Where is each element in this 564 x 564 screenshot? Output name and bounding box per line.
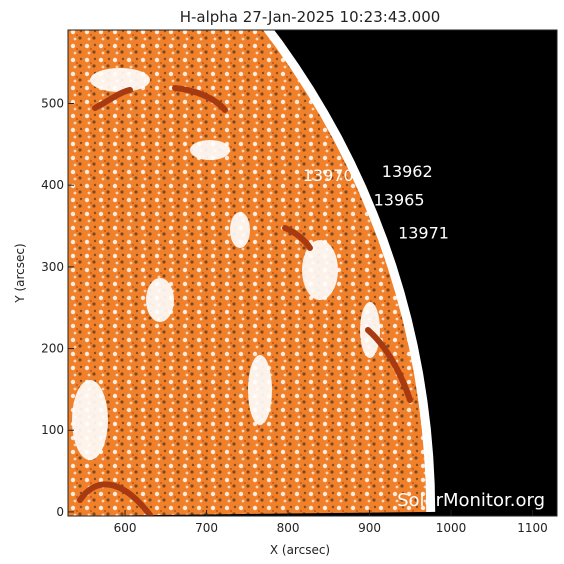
y-tick-label: 100 <box>41 423 64 437</box>
y-tick-label: 200 <box>41 342 64 356</box>
filament-limb <box>365 327 413 403</box>
active-region-13962: 13962 <box>382 162 433 181</box>
x-tick-label: 1000 <box>436 521 467 535</box>
filament-north-east <box>172 85 228 113</box>
x-axis-label: X (arcsec) <box>270 543 330 557</box>
plot-frame <box>67 29 558 517</box>
image-area <box>68 30 557 516</box>
solar-limb <box>262 30 436 512</box>
x-tick-label: 800 <box>277 521 300 535</box>
active-region-13971: 13971 <box>398 223 449 242</box>
map-title: H-alpha 27-Jan-2025 10:23:43.000 <box>180 8 441 26</box>
watermark: SolarMonitor.org <box>397 490 545 511</box>
y-tick-label: 400 <box>41 178 64 192</box>
filament-south <box>77 481 153 516</box>
active-region-13965: 13965 <box>374 191 425 210</box>
active-region-13970: 13970 <box>303 166 354 185</box>
x-axis-ticks: 600 700 800 900 1000 1100 <box>114 510 548 535</box>
filament-north <box>92 87 133 111</box>
filament-mid <box>282 225 313 251</box>
y-tick-label: 0 <box>56 505 64 519</box>
active-region-labels: 13970 13962 13965 13971 <box>303 162 449 242</box>
x-tick-label: 900 <box>358 521 381 535</box>
y-tick-label: 300 <box>41 260 64 274</box>
y-axis-ticks: 0 100 200 300 400 500 <box>41 97 74 519</box>
y-axis-label: Y (arcsec) <box>13 243 27 303</box>
x-tick-label: 600 <box>114 521 137 535</box>
x-tick-label: 700 <box>195 521 218 535</box>
x-tick-label: 1100 <box>517 521 548 535</box>
y-tick-label: 500 <box>41 97 64 111</box>
filaments <box>77 85 413 516</box>
